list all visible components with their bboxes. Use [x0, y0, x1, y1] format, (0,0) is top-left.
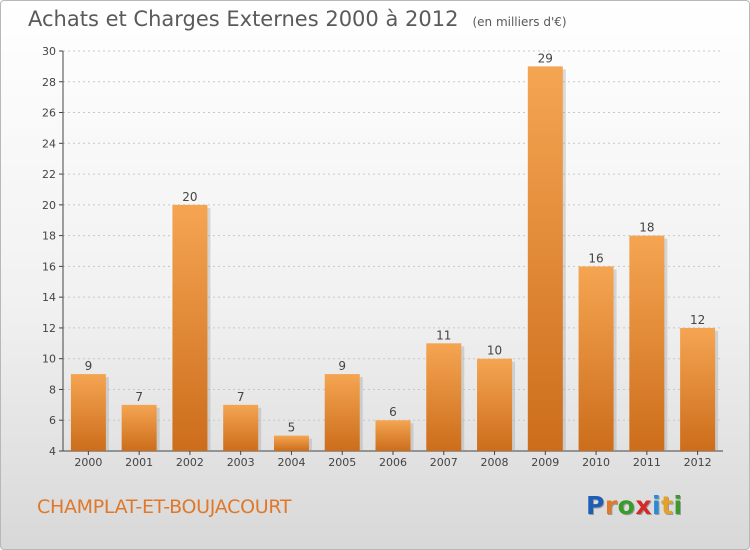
x-tick-label: 2012 — [684, 456, 712, 469]
y-tick-label: 28 — [42, 76, 56, 89]
y-tick-label: 22 — [42, 168, 56, 181]
y-tick-label: 20 — [42, 199, 56, 212]
data-label: 5 — [288, 421, 296, 435]
data-label: 11 — [436, 328, 451, 342]
brand-logo: Proxiti — [586, 491, 683, 520]
brand-letter: i — [673, 491, 683, 520]
y-tick-label: 26 — [42, 107, 56, 120]
bar — [121, 404, 157, 451]
data-label: 7 — [237, 390, 245, 404]
x-tick-label: 2005 — [328, 456, 356, 469]
y-tick-label: 4 — [49, 445, 56, 458]
y-tick-label: 6 — [49, 414, 56, 427]
bar — [527, 66, 563, 451]
bar — [172, 204, 208, 451]
x-tick-label: 2011 — [633, 456, 661, 469]
brand-letter: r — [604, 491, 618, 520]
data-label: 9 — [85, 359, 93, 373]
x-tick-label: 2004 — [277, 456, 305, 469]
x-tick-label: 2000 — [74, 456, 102, 469]
bar — [375, 420, 411, 451]
bar — [273, 435, 309, 451]
data-label: 29 — [538, 51, 553, 65]
data-label: 16 — [588, 251, 603, 265]
bar — [70, 374, 106, 451]
y-tick-label: 8 — [49, 383, 56, 396]
y-tick-label: 16 — [42, 260, 56, 273]
x-tick-label: 2002 — [176, 456, 204, 469]
brand-letter: P — [586, 491, 605, 520]
x-tick-label: 2006 — [379, 456, 407, 469]
data-label: 7 — [135, 390, 143, 404]
y-tick-label: 18 — [42, 230, 56, 243]
chart-title: Achats et Charges Externes 2000 à 2012 (e… — [28, 7, 567, 31]
brand-letter: o — [617, 491, 636, 520]
chart-title-main: Achats et Charges Externes 2000 à 2012 — [28, 7, 459, 31]
brand-letter: x — [635, 491, 652, 520]
x-tick-label: 2010 — [582, 456, 610, 469]
data-label: 18 — [639, 221, 654, 235]
brand-letter: t — [661, 491, 674, 520]
bar — [324, 374, 360, 451]
bar — [223, 404, 259, 451]
x-tick-label: 2008 — [481, 456, 509, 469]
x-tick-label: 2003 — [227, 456, 255, 469]
data-label: 6 — [389, 405, 397, 419]
chart-title-unit: (en milliers d'€) — [472, 15, 567, 29]
data-label: 10 — [487, 344, 502, 358]
data-label: 9 — [338, 359, 346, 373]
x-tick-label: 2009 — [531, 456, 559, 469]
y-tick-label: 24 — [42, 137, 56, 150]
x-tick-label: 2001 — [125, 456, 153, 469]
bar — [680, 327, 716, 451]
y-tick-label: 30 — [42, 45, 56, 58]
y-tick-label: 12 — [42, 322, 56, 335]
bar — [477, 358, 513, 451]
commune-name: CHAMPLAT-ET-BOUJACOURT — [37, 496, 292, 518]
bar — [578, 266, 614, 451]
bar — [629, 235, 665, 451]
bar — [426, 343, 462, 451]
data-label: 20 — [182, 190, 197, 204]
x-tick-label: 2007 — [430, 456, 458, 469]
brand-letter: i — [652, 491, 662, 520]
y-tick-label: 14 — [42, 291, 56, 304]
y-tick-label: 10 — [42, 353, 56, 366]
data-label: 12 — [690, 313, 705, 327]
